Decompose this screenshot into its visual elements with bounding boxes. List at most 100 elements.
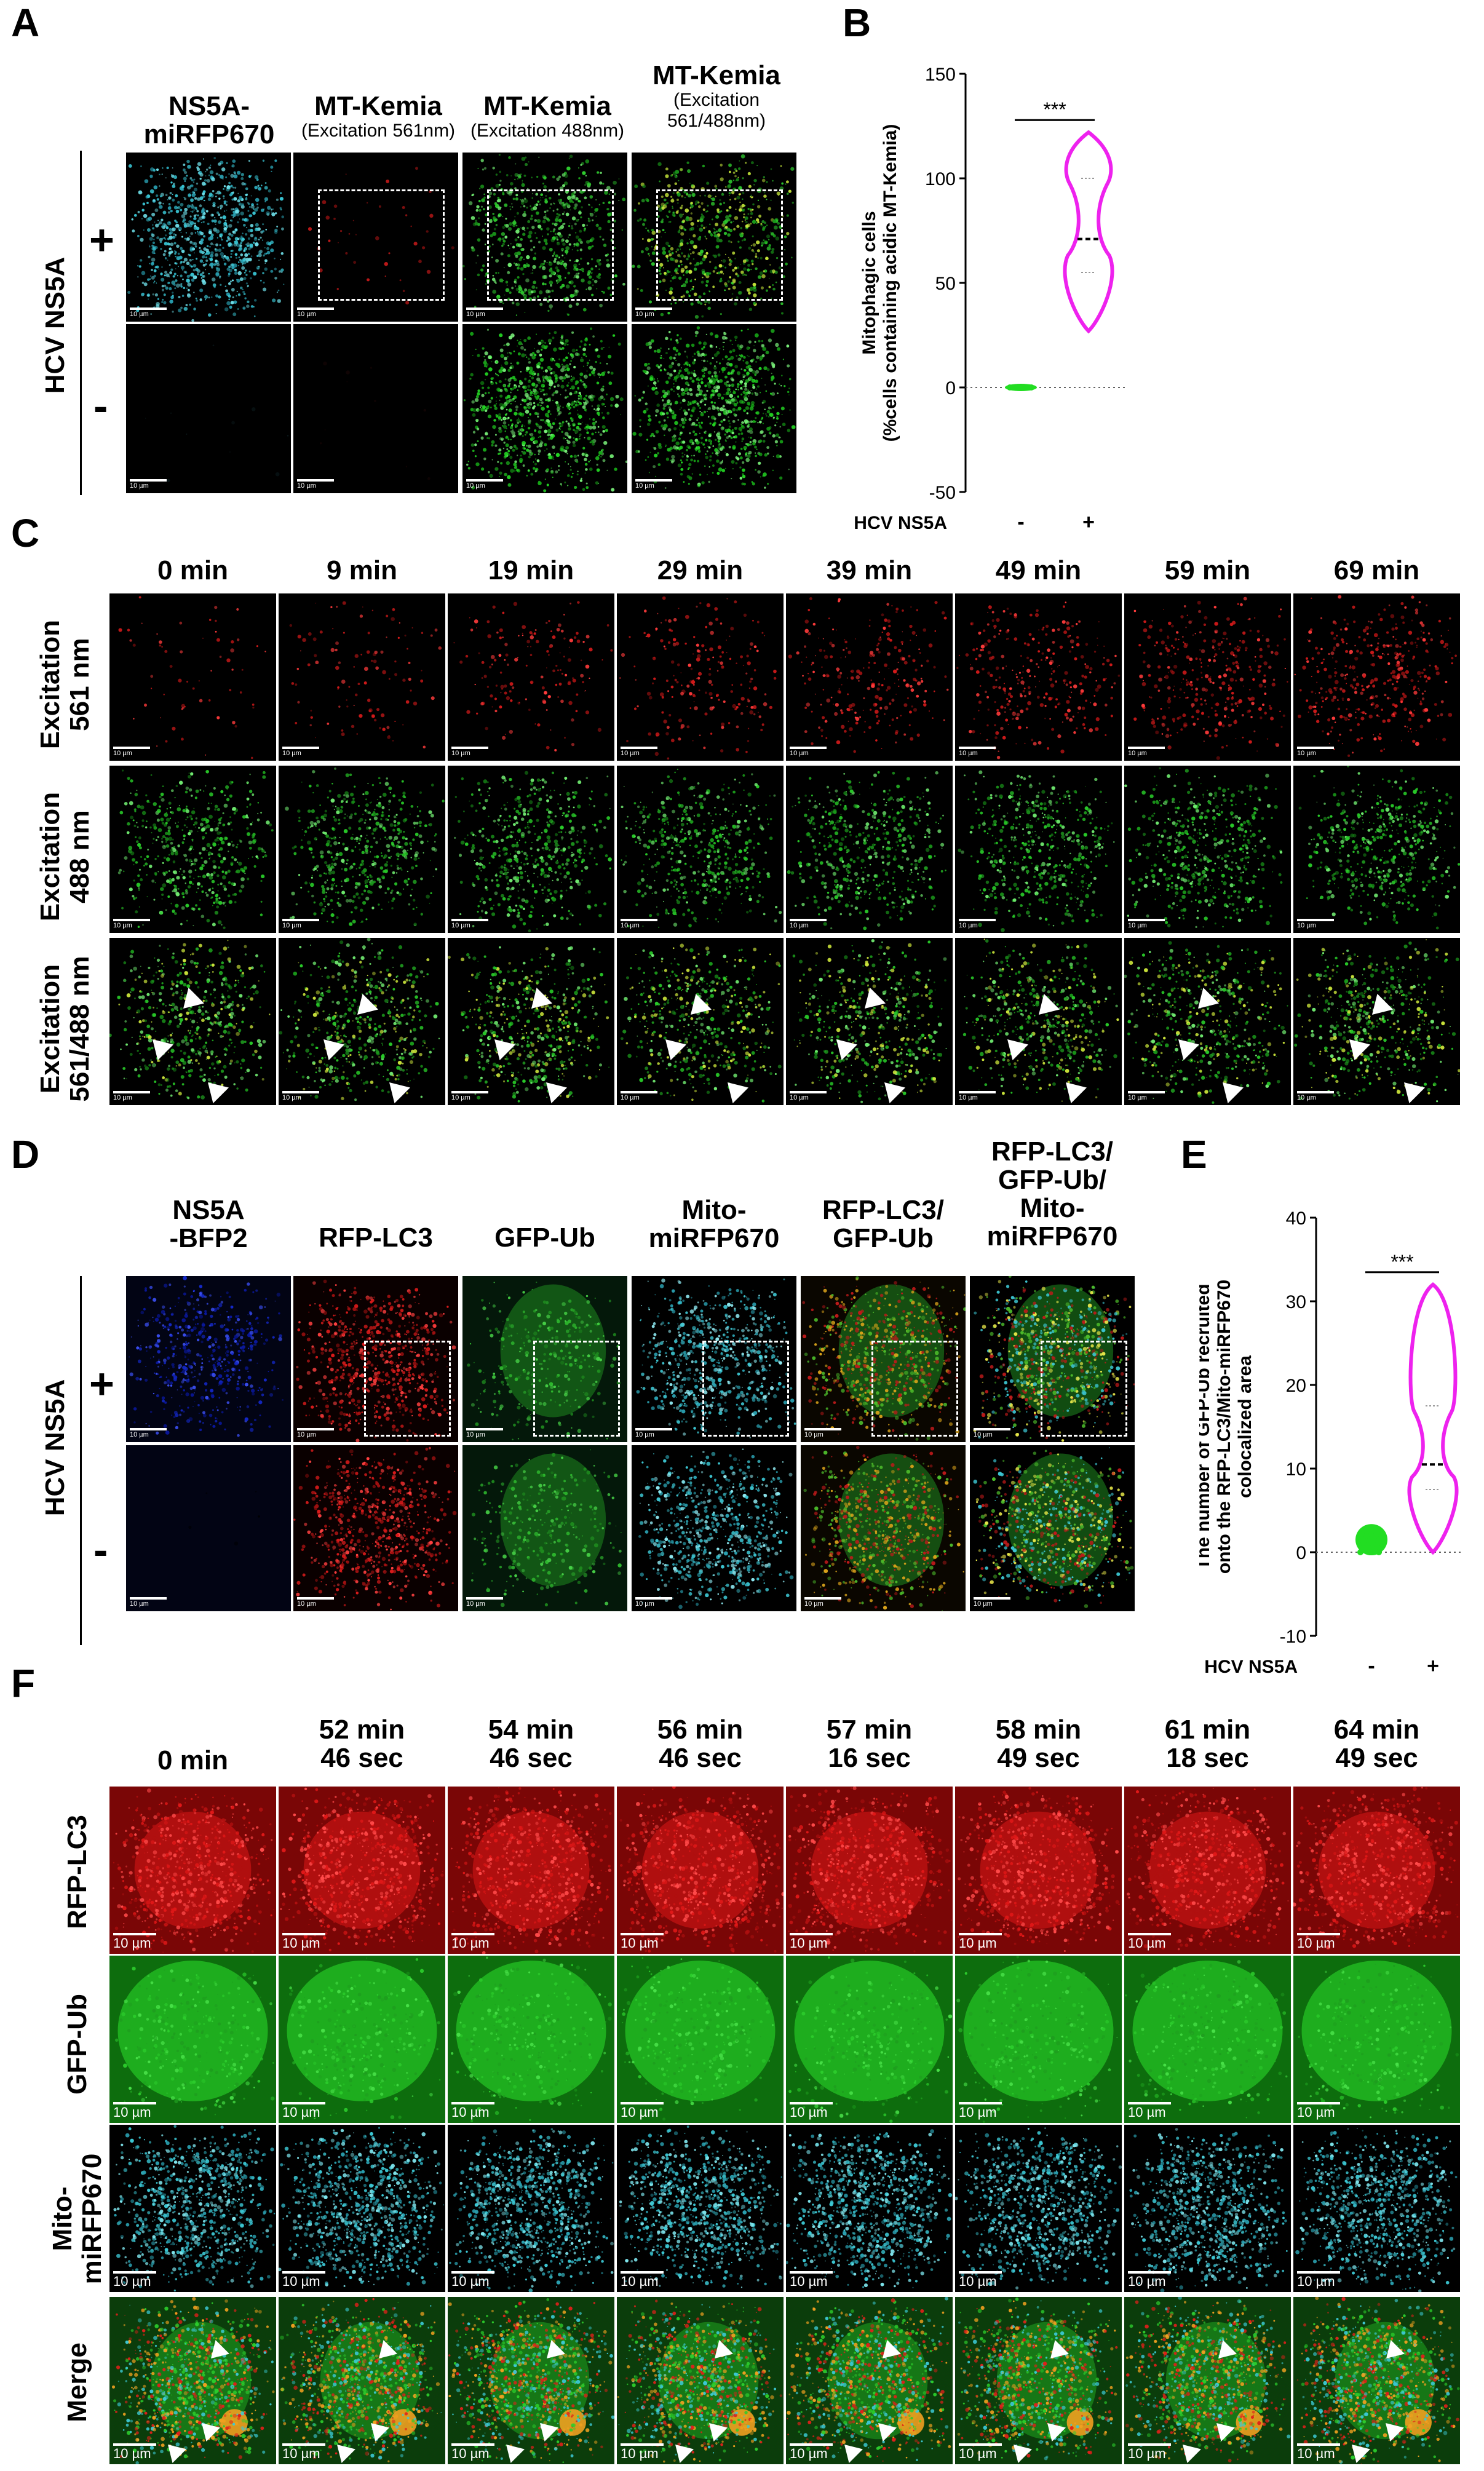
scale-bar-label: 10 µm: [130, 311, 149, 318]
a-image-r1-c1-texture: [127, 157, 285, 322]
c-image-r3-c3: 10 µm: [448, 938, 614, 1105]
scale-bar-line: [451, 2102, 494, 2104]
f-image-r3-c2: 10 µm: [279, 2125, 445, 2292]
d-image-r1-c1: 10 µm: [126, 1276, 291, 1442]
scale-bar: 10 µm: [790, 747, 827, 757]
zoom-region-box: [656, 189, 783, 301]
scale-bar: 10 µm: [790, 2443, 833, 2461]
scale-bar-label: 10 µm: [790, 2274, 828, 2289]
scale-bar-line: [1128, 2102, 1171, 2104]
y-tick-label: 20: [1286, 1376, 1306, 1396]
scale-bar-line: [1297, 1091, 1334, 1093]
scale-bar: 10 µm: [621, 2443, 664, 2461]
scale-bar: 10 µm: [282, 747, 319, 757]
scale-bar-line: [804, 1428, 841, 1430]
arrowhead-marker: [494, 1039, 515, 1060]
scale-bar-line: [790, 919, 827, 921]
arrowhead-marker: [546, 1082, 567, 1103]
scale-bar-label: 10 µm: [1128, 1094, 1147, 1101]
f-image-r1-c8: 10 µm: [1293, 1787, 1460, 1954]
scale-bar-label: 10 µm: [466, 482, 485, 490]
scale-bar-label: 10 µm: [635, 482, 654, 490]
f-time-label-8: 64 min 49 sec: [1293, 1716, 1460, 1772]
f-image-r3-c3: 10 µm: [448, 2125, 614, 2292]
c-time-label-4: 29 min: [617, 557, 784, 585]
f-image-r4-c3: 10 µm: [448, 2297, 614, 2464]
f-image-r1-c1: 10 µm: [109, 1787, 276, 1954]
scale-bar: 10 µm: [297, 1597, 334, 1608]
c-image-r2-c1-texture: [117, 769, 274, 929]
scale-bar-line: [1297, 2443, 1340, 2446]
scale-bar-line: [113, 2443, 156, 2446]
arrowhead-marker: [675, 2445, 694, 2463]
panel-e-chart: -10 0 10 20 30 40 *** HCV NS5A - + The number of G…: [1193, 1205, 1476, 1679]
arrowhead-marker: [1066, 1082, 1087, 1103]
c-image-r1-c6-texture: [956, 601, 1121, 760]
data-point: [1373, 1532, 1379, 1539]
y-tick-label: 0: [1296, 1543, 1306, 1563]
scale-bar-line: [959, 919, 996, 921]
scale-bar-label: 10 µm: [1297, 1935, 1335, 1951]
arrowhead-marker: [1352, 2445, 1370, 2463]
panel-label-f: F: [11, 1660, 35, 1706]
scale-bar-label: 10 µm: [451, 2274, 490, 2289]
f-image-r3-c1-texture: [113, 2125, 276, 2292]
scale-bar-line: [621, 919, 657, 921]
scale-bar-label: 10 µm: [790, 750, 809, 757]
f-image-r2-c3: 10 µm: [448, 1956, 614, 2123]
c-image-r1-c8: 10 µm: [1293, 593, 1460, 761]
c-image-r1-c6: 10 µm: [955, 593, 1122, 761]
a-image-r2-c3-texture: [463, 327, 627, 493]
f-image-r2-c6-texture: [956, 1956, 1118, 2123]
c-image-r3-c1: 10 µm: [109, 938, 276, 1105]
c-image-r2-c2-texture: [285, 767, 445, 927]
d-col-head-4: Mito- miRFP670: [632, 1196, 796, 1253]
f-image-r1-c3-texture: [450, 1787, 612, 1954]
chart-e-svg: -10 0 10 20 30 40 *** HCV NS5A - + The number of G…: [1193, 1208, 1464, 1678]
f-image-r3-c7: 10 µm: [1124, 2125, 1291, 2292]
y-axis-title-line: onto the RFP-LC3/Mito-miRFP670: [1214, 1280, 1234, 1574]
violin-negative: [1355, 1524, 1387, 1555]
scale-bar-line: [790, 2271, 833, 2274]
c-image-r1-c2: 10 µm: [279, 593, 445, 761]
a-image-r2-c2: 10 µm: [293, 324, 458, 493]
a-col-head-4: MT-Kemia (Excitation 561/488nm): [633, 61, 800, 132]
d-image-r2-c1-texture: [188, 1491, 260, 1546]
c-image-r1-c8-texture: [1294, 595, 1457, 757]
scale-bar: 10 µm: [451, 747, 488, 757]
c-image-r2-c2: 10 µm: [279, 766, 445, 933]
scale-bar-label: 10 µm: [621, 922, 640, 929]
arrowhead-marker: [691, 994, 712, 1015]
scale-bar-line: [130, 1597, 167, 1600]
scale-bar: 10 µm: [621, 919, 657, 929]
c-row-label-2: Excitation 488 nm: [35, 773, 95, 940]
c-image-r3-c5-texture: [792, 938, 947, 1103]
d-image-r2-c6-texture: [973, 1447, 1134, 1608]
scale-bar-label: 10 µm: [297, 1431, 316, 1438]
scale-bar-label: 10 µm: [635, 1431, 654, 1438]
scale-bar-label: 10 µm: [959, 2104, 997, 2120]
f-image-r4-c8: 10 µm: [1293, 2297, 1460, 2464]
arrowhead-marker: [1218, 2340, 1237, 2358]
y-tick-label: 30: [1286, 1292, 1306, 1312]
c-time-label-7: 59 min: [1124, 557, 1291, 585]
c-image-r1-c1-texture: [118, 596, 266, 760]
c-image-r2-c7-texture: [1124, 767, 1283, 928]
scale-bar: 10 µm: [297, 307, 334, 318]
scale-bar: 10 µm: [466, 1597, 503, 1608]
scale-bar-line: [1297, 747, 1334, 749]
y-axis-title: Mitophagic cells (%cells containing acidi…: [859, 124, 900, 442]
scale-bar: 10 µm: [1297, 1091, 1334, 1101]
scale-bar-line: [621, 1933, 664, 1935]
scale-bar-line: [113, 2102, 156, 2104]
arrowhead-marker: [1183, 2445, 1201, 2463]
f-image-r3-c8-texture: [1295, 2127, 1458, 2292]
scale-bar-line: [113, 1091, 150, 1093]
scale-bar-line: [790, 1091, 827, 1093]
scale-bar-line: [130, 479, 167, 482]
scale-bar: 10 µm: [466, 1428, 503, 1438]
scale-bar-line: [1297, 919, 1334, 921]
x-axis-title: HCV NS5A: [854, 513, 947, 529]
scale-bar-label: 10 µm: [451, 750, 470, 757]
f-image-r1-c4-texture: [619, 1787, 784, 1953]
